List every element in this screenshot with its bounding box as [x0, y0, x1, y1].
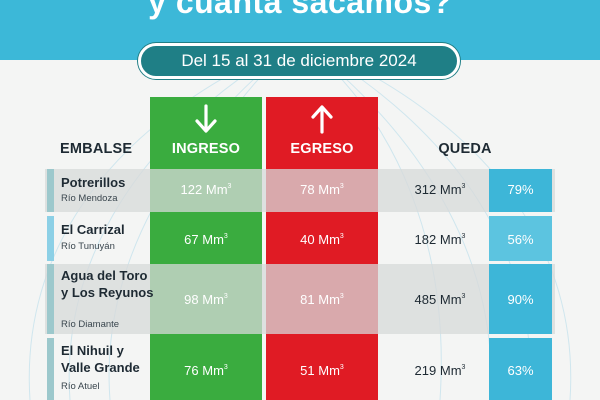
river-name: Río Diamante: [61, 319, 120, 330]
reservoir-name: El Nihuil y Valle Grande: [61, 343, 140, 375]
table-row: El Carrizal Río Tunuyán 67 Mm3 40 Mm3 18…: [45, 216, 555, 261]
reservoir-name: Potrerillos: [61, 175, 126, 190]
arrow-down-icon: [195, 104, 217, 133]
egreso-value: 40 Mm3: [300, 232, 344, 247]
river-name: Río Tunuyán: [61, 241, 115, 252]
row-accent: [47, 216, 54, 261]
embalse-header: EMBALSE: [60, 141, 133, 157]
egreso-value: 78 Mm3: [300, 182, 344, 197]
egreso-column: [266, 97, 378, 400]
ingreso-value: 67 Mm3: [184, 232, 228, 247]
queda-value: 219 Mm3: [414, 363, 466, 378]
river-name: Río Atuel: [61, 381, 100, 392]
ingreso-value: 122 Mm3: [180, 182, 232, 197]
page-title: y cuánta sacamos?: [148, 0, 452, 20]
percent-value: 90%: [507, 292, 534, 307]
queda-header: QUEDA: [438, 141, 492, 157]
row-accent: [47, 169, 54, 212]
egreso-header: EGRESO: [290, 141, 354, 157]
row-band: [45, 264, 555, 334]
ingreso-value: 98 Mm3: [184, 292, 228, 307]
reservoir-name: Agua del Toro y Los Reyunos: [61, 268, 154, 300]
percent-value: 63%: [507, 363, 534, 378]
queda-value: 182 Mm3: [414, 232, 466, 247]
row-band: [45, 169, 555, 212]
row-accent: [47, 264, 54, 334]
percent-bar: [489, 216, 552, 261]
river-name: Río Mendoza: [61, 193, 118, 204]
percent-value: 56%: [507, 232, 534, 247]
date-range-badge: Del 15 al 31 de diciembre 2024: [138, 43, 460, 79]
reservoir-name: El Carrizal: [61, 222, 125, 237]
table-row: Agua del Toro y Los Reyunos Río Diamante…: [45, 264, 555, 334]
arrow-up-icon: [311, 105, 333, 134]
percent-bar: [489, 169, 552, 212]
percent-bar: [489, 264, 552, 334]
egreso-value: 51 Mm3: [300, 363, 344, 378]
percent-bar: [489, 338, 552, 400]
ingreso-column: [150, 97, 262, 400]
queda-value: 485 Mm3: [414, 292, 466, 307]
percent-value: 79%: [507, 182, 534, 197]
ingreso-value: 76 Mm3: [184, 363, 228, 378]
table-row: El Nihuil y Valle Grande Río Atuel 76 Mm…: [45, 338, 555, 400]
table-row: Potrerillos Río Mendoza 122 Mm3 78 Mm3 3…: [45, 169, 555, 212]
row-accent: [47, 338, 54, 400]
ingreso-header: INGRESO: [171, 141, 241, 157]
queda-value: 312 Mm3: [414, 182, 466, 197]
egreso-value: 81 Mm3: [300, 292, 344, 307]
